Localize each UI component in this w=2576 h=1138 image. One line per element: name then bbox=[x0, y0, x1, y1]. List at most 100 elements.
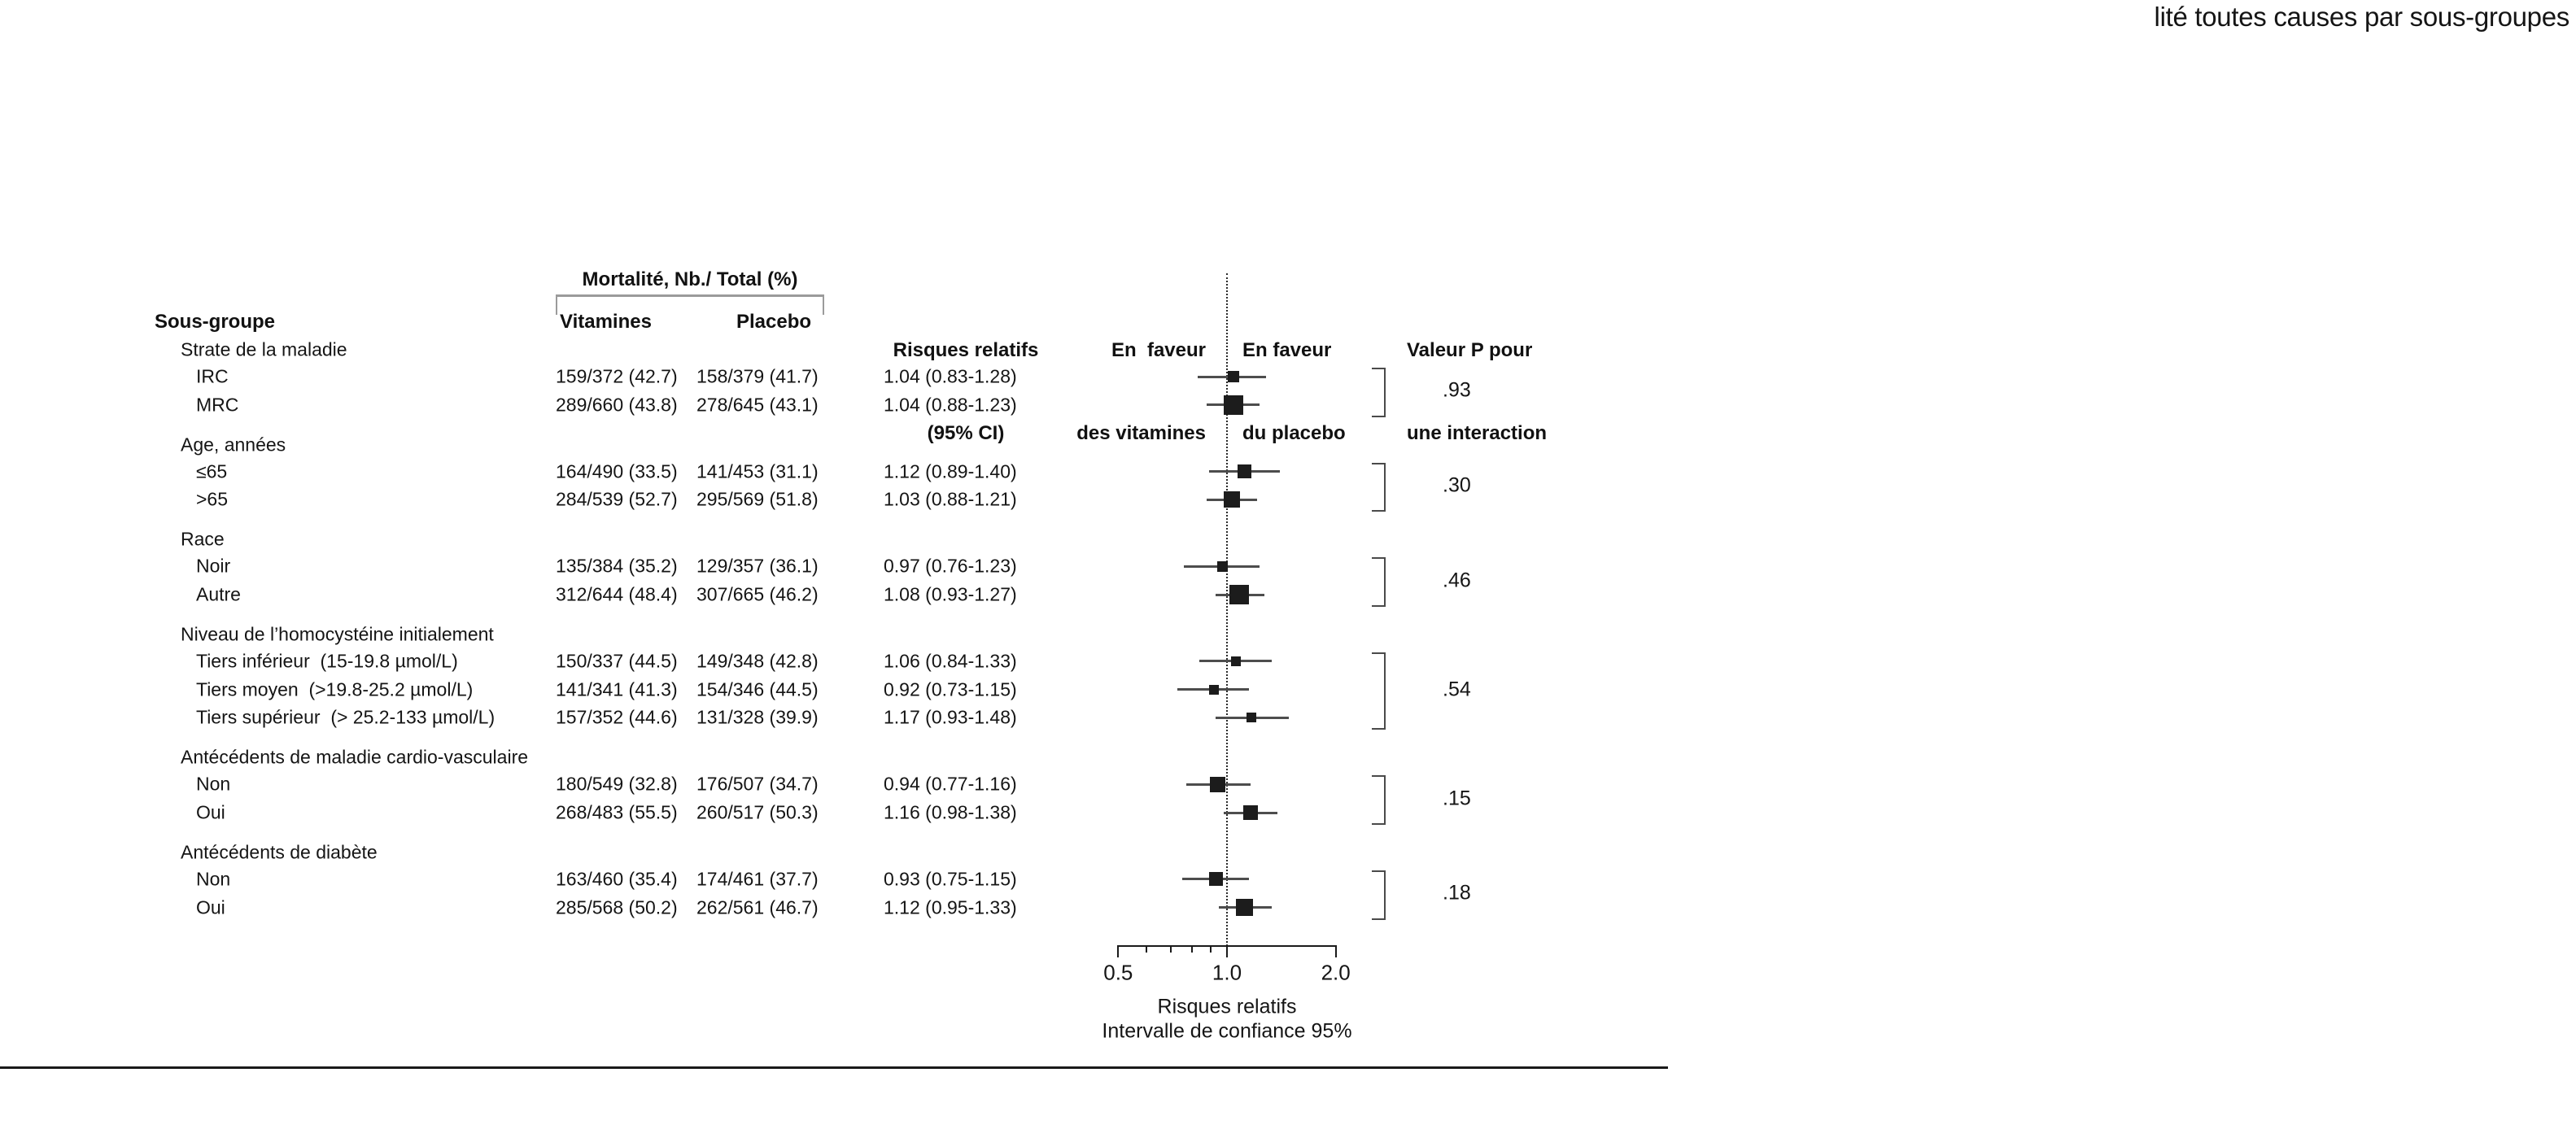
cell-rr: 0.94 (0.77-1.16) bbox=[884, 773, 1017, 795]
rr-marker bbox=[1229, 585, 1249, 604]
favor-placebo-line2: du placebo bbox=[1242, 422, 1346, 444]
rr-marker bbox=[1209, 776, 1225, 792]
row-label: Tiers moyen (>19.8-25.2 µmol/L) bbox=[196, 678, 474, 700]
x-axis-major-tick bbox=[1226, 945, 1228, 957]
p-value-bracket bbox=[1372, 775, 1386, 825]
mortality-span-bracket bbox=[556, 294, 824, 315]
p-value: .46 bbox=[1443, 569, 1471, 592]
p-value: .30 bbox=[1443, 473, 1471, 497]
cell-placebo: 131/328 (39.9) bbox=[696, 706, 819, 728]
group-label: Niveau de l’homocystéine initialement bbox=[181, 623, 494, 645]
x-axis-major-tick bbox=[1334, 945, 1337, 957]
rr-marker bbox=[1231, 656, 1242, 666]
figure-title: lité toutes causes par sous-groupes bbox=[2154, 2, 2570, 32]
row-label: Tiers supérieur (> 25.2-133 µmol/L) bbox=[196, 706, 496, 728]
rr-marker bbox=[1238, 464, 1252, 479]
rr-marker bbox=[1242, 805, 1258, 820]
x-axis-minor-tick bbox=[1146, 945, 1148, 953]
rr-marker bbox=[1223, 491, 1240, 508]
cell-rr: 1.03 (0.88-1.21) bbox=[884, 488, 1017, 510]
cell-rr: 1.06 (0.84-1.33) bbox=[884, 650, 1017, 672]
rr-marker bbox=[1236, 899, 1254, 917]
p-value-bracket bbox=[1372, 652, 1386, 730]
cell-vitamines: 157/352 (44.6) bbox=[556, 706, 678, 728]
row-label: ≤65 bbox=[196, 460, 228, 482]
row-label: Tiers inférieur (15-19.8 µmol/L) bbox=[196, 650, 458, 672]
cell-vitamines: 135/384 (35.2) bbox=[556, 555, 678, 577]
x-axis-caption-line2: Intervalle de confiance 95% bbox=[1102, 1019, 1352, 1043]
cell-placebo: 260/517 (50.3) bbox=[696, 801, 819, 823]
risques-relatifs-line1: Risques relatifs bbox=[893, 339, 1039, 361]
row-label: MRC bbox=[196, 394, 239, 416]
x-axis-tick-label: 2.0 bbox=[1321, 960, 1351, 985]
cell-placebo: 307/665 (46.2) bbox=[696, 583, 819, 605]
column-header-favor-vitamines: En faveur des vitamines bbox=[1076, 281, 1206, 503]
cell-placebo: 295/569 (51.8) bbox=[696, 488, 819, 510]
cell-vitamines: 312/644 (48.4) bbox=[556, 583, 678, 605]
cell-placebo: 154/346 (44.5) bbox=[696, 678, 819, 700]
row-label: IRC bbox=[196, 365, 229, 387]
cell-placebo: 141/453 (31.1) bbox=[696, 460, 819, 482]
row-label: >65 bbox=[196, 488, 229, 510]
cell-vitamines: 141/341 (41.3) bbox=[556, 678, 678, 700]
group-label: Antécédents de diabète bbox=[181, 841, 378, 863]
cell-placebo: 174/461 (37.7) bbox=[696, 868, 819, 890]
reference-line bbox=[1226, 273, 1228, 946]
p-value: .93 bbox=[1443, 378, 1471, 402]
cell-vitamines: 268/483 (55.5) bbox=[556, 801, 678, 823]
cell-vitamines: 285/568 (50.2) bbox=[556, 896, 678, 918]
cell-placebo: 278/645 (43.1) bbox=[696, 394, 819, 416]
favor-placebo-line1: En faveur bbox=[1242, 339, 1332, 361]
p-value-bracket bbox=[1372, 368, 1386, 417]
cell-rr: 0.92 (0.73-1.15) bbox=[884, 678, 1017, 700]
cell-placebo: 149/348 (42.8) bbox=[696, 650, 819, 672]
p-value-bracket bbox=[1372, 462, 1386, 512]
cell-vitamines: 180/549 (32.8) bbox=[556, 773, 678, 795]
cell-placebo: 262/561 (46.7) bbox=[696, 896, 819, 918]
column-header-risques-relatifs: Risques relatifs (95% CI) bbox=[893, 281, 1039, 503]
cell-rr: 1.04 (0.88-1.23) bbox=[884, 394, 1017, 416]
cell-vitamines: 289/660 (43.8) bbox=[556, 394, 678, 416]
x-axis-major-tick bbox=[1117, 945, 1120, 957]
column-header-sous-groupe: Sous-groupe bbox=[155, 311, 275, 333]
cell-rr: 1.16 (0.98-1.38) bbox=[884, 801, 1017, 823]
cell-vitamines: 163/460 (35.4) bbox=[556, 868, 678, 890]
cell-rr: 0.93 (0.75-1.15) bbox=[884, 868, 1017, 890]
column-header-favor-placebo: En faveur du placebo bbox=[1242, 281, 1346, 503]
row-label: Non bbox=[196, 868, 231, 890]
cell-rr: 1.04 (0.83-1.28) bbox=[884, 365, 1017, 387]
x-axis-tick-label: 1.0 bbox=[1212, 960, 1242, 985]
p-value: .18 bbox=[1443, 881, 1471, 905]
p-value-bracket bbox=[1372, 870, 1386, 920]
row-label: Non bbox=[196, 773, 231, 795]
group-label: Strate de la maladie bbox=[181, 338, 347, 360]
risques-relatifs-line2: (95% CI) bbox=[927, 422, 1005, 444]
cell-rr: 0.97 (0.76-1.23) bbox=[884, 555, 1017, 577]
cell-vitamines: 150/337 (44.5) bbox=[556, 650, 678, 672]
rr-marker bbox=[1208, 872, 1223, 887]
row-label: Noir bbox=[196, 555, 231, 577]
x-axis-tick-label: 0.5 bbox=[1103, 960, 1133, 985]
row-label: Oui bbox=[196, 801, 225, 823]
rr-marker bbox=[1216, 560, 1228, 572]
column-header-mortality: Mortalité, Nb./ Total (%) bbox=[582, 268, 798, 290]
group-label: Age, années bbox=[181, 434, 286, 456]
rr-marker bbox=[1208, 684, 1219, 695]
rr-marker bbox=[1247, 713, 1257, 723]
footnote-rule bbox=[0, 1066, 1668, 1069]
cell-rr: 1.12 (0.89-1.40) bbox=[884, 460, 1017, 482]
column-header-placebo: Placebo bbox=[736, 311, 812, 333]
p-value-header-line1: Valeur P pour bbox=[1407, 339, 1533, 361]
rr-marker bbox=[1227, 371, 1239, 382]
cell-vitamines: 164/490 (33.5) bbox=[556, 460, 678, 482]
group-label: Race bbox=[181, 528, 225, 550]
p-value: .54 bbox=[1443, 678, 1471, 701]
x-axis-minor-tick bbox=[1170, 945, 1172, 953]
cell-placebo: 158/379 (41.7) bbox=[696, 365, 819, 387]
footnote: IC correspond à intervalle de confiance;… bbox=[4, 1083, 1562, 1138]
cell-vitamines: 284/539 (52.7) bbox=[556, 488, 678, 510]
x-axis-caption-line1: Risques relatifs bbox=[1157, 995, 1297, 1018]
favor-vitamines-line2: des vitamines bbox=[1076, 422, 1206, 444]
rr-marker bbox=[1223, 395, 1243, 415]
